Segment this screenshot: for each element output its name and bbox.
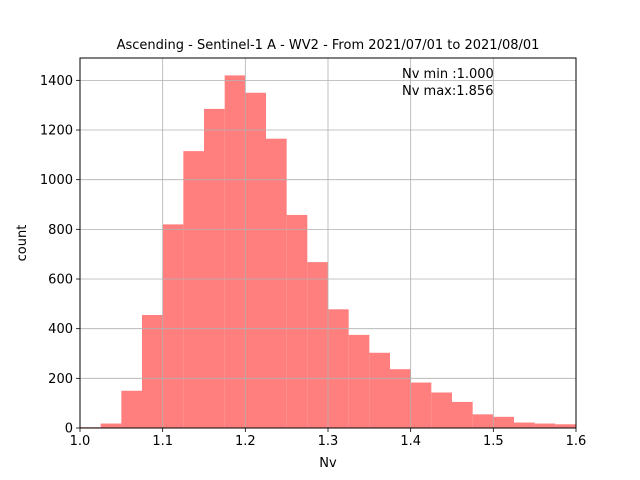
histogram-bar	[204, 108, 225, 429]
x-tick-label: 1.5	[483, 434, 504, 449]
histogram-bar	[224, 75, 246, 428]
y-tick-label: 1000	[40, 173, 73, 188]
histogram-bar	[514, 422, 535, 428]
nv-max-annotation: Nv max:1.856	[402, 84, 493, 99]
histogram-bar	[555, 424, 576, 428]
x-axis-ticks: 1.0 1.1 1.2 1.3 1.4 1.5 1.6	[70, 428, 587, 449]
x-tick-label: 1.1	[152, 434, 173, 449]
x-tick-label: 1.4	[400, 434, 421, 449]
x-tick-label: 1.2	[235, 434, 256, 449]
histogram-bar	[142, 315, 163, 428]
histogram-bar	[348, 334, 370, 428]
histogram-bar	[390, 369, 411, 428]
histogram-bar	[452, 401, 473, 428]
histogram-bar	[266, 138, 287, 428]
y-tick-label: 600	[48, 273, 73, 288]
histogram-bar	[162, 224, 184, 428]
x-tick-label: 1.3	[318, 434, 339, 449]
histogram-bar	[369, 352, 390, 428]
histogram-bar	[493, 416, 514, 428]
chart-title: Ascending - Sentinel-1 A - WV2 - From 20…	[117, 38, 540, 53]
histogram-bar	[534, 423, 556, 428]
y-tick-label: 1200	[40, 124, 73, 139]
plot-frame	[79, 57, 577, 429]
histogram-bar	[307, 262, 328, 428]
y-tick-label: 800	[48, 223, 73, 238]
histogram-bar	[286, 214, 308, 428]
histogram-bar	[245, 92, 266, 428]
y-tick-label: 400	[48, 322, 73, 337]
y-axis-label: count	[15, 225, 30, 262]
bars	[80, 75, 576, 429]
histogram-bar	[472, 414, 494, 428]
y-tick-label: 200	[48, 372, 73, 387]
x-tick-label: 1.0	[70, 434, 91, 449]
x-axis-label: Nv	[319, 456, 337, 471]
y-tick-label: 1400	[40, 74, 73, 89]
histogram-bar	[328, 309, 349, 428]
histogram-bar	[100, 423, 122, 428]
x-tick-label: 1.6	[566, 434, 587, 449]
nv-min-annotation: Nv min :1.000	[402, 67, 494, 82]
y-tick-label: 0	[65, 422, 73, 437]
histogram-bar	[121, 390, 142, 428]
y-axis-ticks: 0 200 400 600 800 1000 1200 1400	[40, 74, 80, 437]
histogram-bar	[410, 382, 432, 428]
histogram-bar	[183, 151, 204, 429]
histogram-bar	[431, 392, 452, 428]
